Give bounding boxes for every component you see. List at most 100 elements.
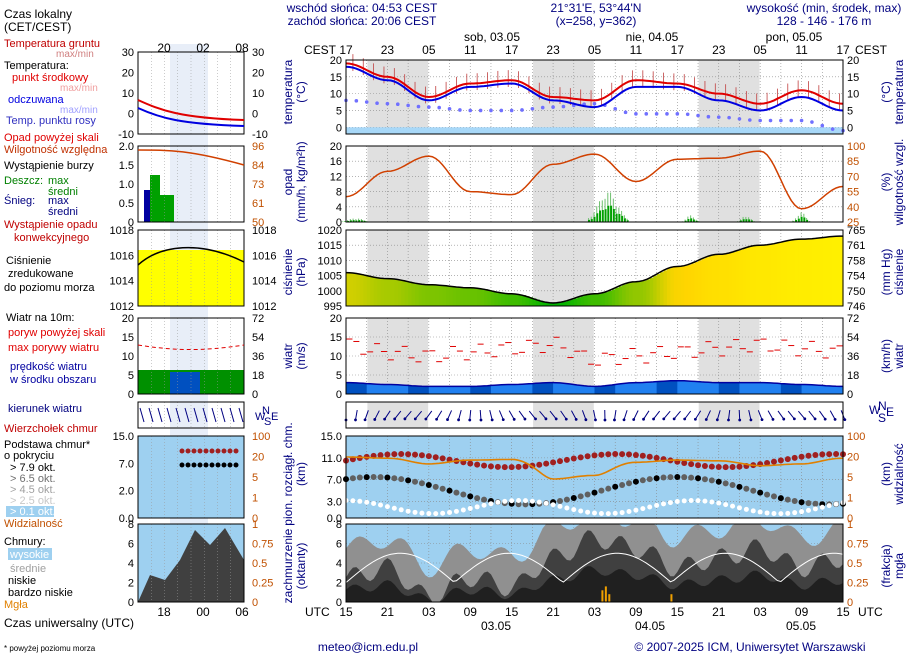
wind-mean-fill [452,386,458,394]
wind-mean-fill [770,382,775,394]
pressure-fill [839,236,844,306]
dew-point-dot [561,104,566,109]
legend-rain-max: max [48,175,69,187]
wind-arrow-head [823,417,827,421]
precip-max-bar [615,207,617,214]
wind-arrow [593,409,596,421]
cloud-base-dot-low [598,511,604,517]
legend-cloud-tick: 15.0 [113,431,134,443]
compass-n: N [878,399,887,413]
pressure-fill [359,274,364,306]
cloud-top-dot [632,451,639,458]
night-band [367,146,429,222]
cloud-base-dot [653,475,660,482]
legend-hour-top: 08 [235,41,249,55]
wind-mean-fill [825,385,830,394]
precip-max-bar [601,200,603,211]
wind-arrow [808,410,816,420]
wind-mean-fill [649,382,654,394]
wind-mean-fill [435,386,440,394]
coordinates: 21°31'E, 53°44'N [551,1,642,15]
wind-arrow-head [813,417,817,421]
cloud-base-dot [446,487,453,494]
wind-mean-fill [725,382,730,394]
pressure-fill [787,240,792,306]
wind-mean-fill [780,383,785,394]
cloud-top-dot [715,464,722,471]
pressure-fill [715,254,720,306]
night-band [533,146,594,222]
legend-mid: średnie [10,563,46,575]
precip-bar [803,217,806,222]
wind-arrow-head [501,418,505,422]
legend-vis-tick: 0 [252,513,258,525]
cover-tick: 8 [336,519,342,531]
wind-arrow-head [544,417,548,421]
cloud-base-dot [695,475,702,482]
wind-mean-fill [387,384,392,394]
wind-arrow-head [603,418,607,422]
local-hour-label: 17 [505,43,519,57]
dew-point-dot [364,100,369,104]
wind-arrow-head [457,418,460,422]
axis-vis-r1: (km) [879,462,893,486]
pressure-mmhg-tick: 754 [847,271,865,283]
pressure-fill [601,293,606,306]
pressure-fill [435,284,440,306]
legend-frame [137,523,245,603]
cloud-base-dot-low [592,510,597,516]
wind-mean-fill [380,384,385,394]
wind-mean-fill [660,381,665,394]
pressure-fill [625,283,630,306]
wind-mean-fill [515,384,520,394]
precip-max-bar [618,207,620,214]
cloud-top-dot [784,456,791,463]
legend-okt5-bg [6,506,54,517]
cloud-tick: 7.0 [327,475,342,487]
legend-press-tick: 1018 [110,225,134,237]
cloud-base-dot-low [453,508,459,514]
grid-point: (x=258, y=362) [556,14,637,28]
cloud-base-dot [688,474,695,481]
wind-mean-fill [539,383,544,394]
wind-arrow-head [749,418,753,422]
legend-cov-tick: 0 [128,597,134,609]
freezing-band [346,127,843,134]
legend-temp-tick: 10 [122,88,134,100]
pressure-fill [822,237,827,306]
precip-bar [587,219,590,222]
precip-tick: 4 [336,202,342,214]
cloud-base-dot-low [543,500,549,506]
temp-right-tick: 5 [847,105,853,117]
cloud-base-dot-low [571,507,577,513]
pressure-fill [829,236,834,306]
legend-cloud-top-dot [227,448,233,454]
pressure-fill [663,270,668,306]
wind-mean-fill [635,382,640,394]
cloud-top-dot [605,451,612,458]
legend-temp-line [137,99,245,121]
precip-bar [806,219,809,222]
wind-arrow [436,410,443,420]
dew-point-dot [737,117,742,121]
footer-email[interactable]: meteo@icm.edu.pl [318,640,418,654]
cloud-base-dot [474,495,481,502]
temp-right-tick: 15 [847,72,859,84]
precip-bar [615,213,618,222]
axis-press-l1: ciśnienie [281,248,295,295]
cloud-top-dot [412,451,419,458]
dew-point-dot [727,115,731,120]
wind-mean-fill [805,384,810,394]
legend-frame [137,435,245,519]
cover-tick: 0 [336,597,342,609]
pressure-fill [639,281,644,306]
cloud-base-dot-low [384,504,390,510]
legend-cloud-base-dot [203,462,209,468]
precip-bar [352,220,355,222]
pressure-fill [397,279,402,306]
cloud-base-dot [591,489,598,496]
cloud-base-dot-low [405,508,411,514]
precip-bar [590,219,593,222]
cloud-base-dot-low [467,505,473,511]
cloud-base-dot [701,476,708,483]
